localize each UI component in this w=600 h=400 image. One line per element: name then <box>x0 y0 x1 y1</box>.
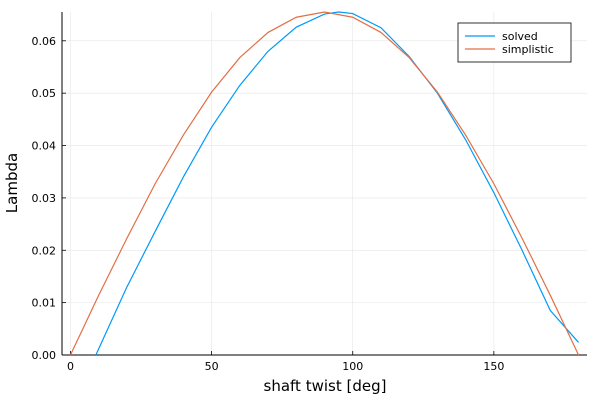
legend: solved simplistic <box>457 22 572 63</box>
axes <box>61 12 587 356</box>
series-line-solved <box>95 11 579 356</box>
x-tick-label: 100 <box>342 360 363 373</box>
legend-label-solved: solved <box>502 30 538 43</box>
x-tick-label: 50 <box>205 360 219 373</box>
series-line-simplistic <box>69 11 580 356</box>
y-tick-label: 0.01 <box>32 297 57 310</box>
grid <box>62 12 587 356</box>
y-tick-label: 0.02 <box>32 244 57 257</box>
x-tick-label: 150 <box>483 360 504 373</box>
series-group <box>69 11 580 356</box>
legend-box <box>457 22 572 63</box>
y-tick-label: 0.05 <box>32 87 57 100</box>
y-tick-label: 0.03 <box>32 192 57 205</box>
y-tick-label: 0.04 <box>32 140 57 153</box>
legend-label-simplistic: simplistic <box>502 43 554 56</box>
y-tick-label: 0.00 <box>32 349 57 362</box>
x-axis-label: shaft twist [deg] <box>264 377 387 395</box>
y-tick-label: 0.06 <box>32 35 57 48</box>
x-tick-label: 0 <box>67 360 74 373</box>
ticks: 0 50 100 150 0.00 0.01 0.02 0.03 0.04 0.05 0.06 <box>32 35 505 373</box>
y-axis-label: Lambda <box>3 153 21 213</box>
